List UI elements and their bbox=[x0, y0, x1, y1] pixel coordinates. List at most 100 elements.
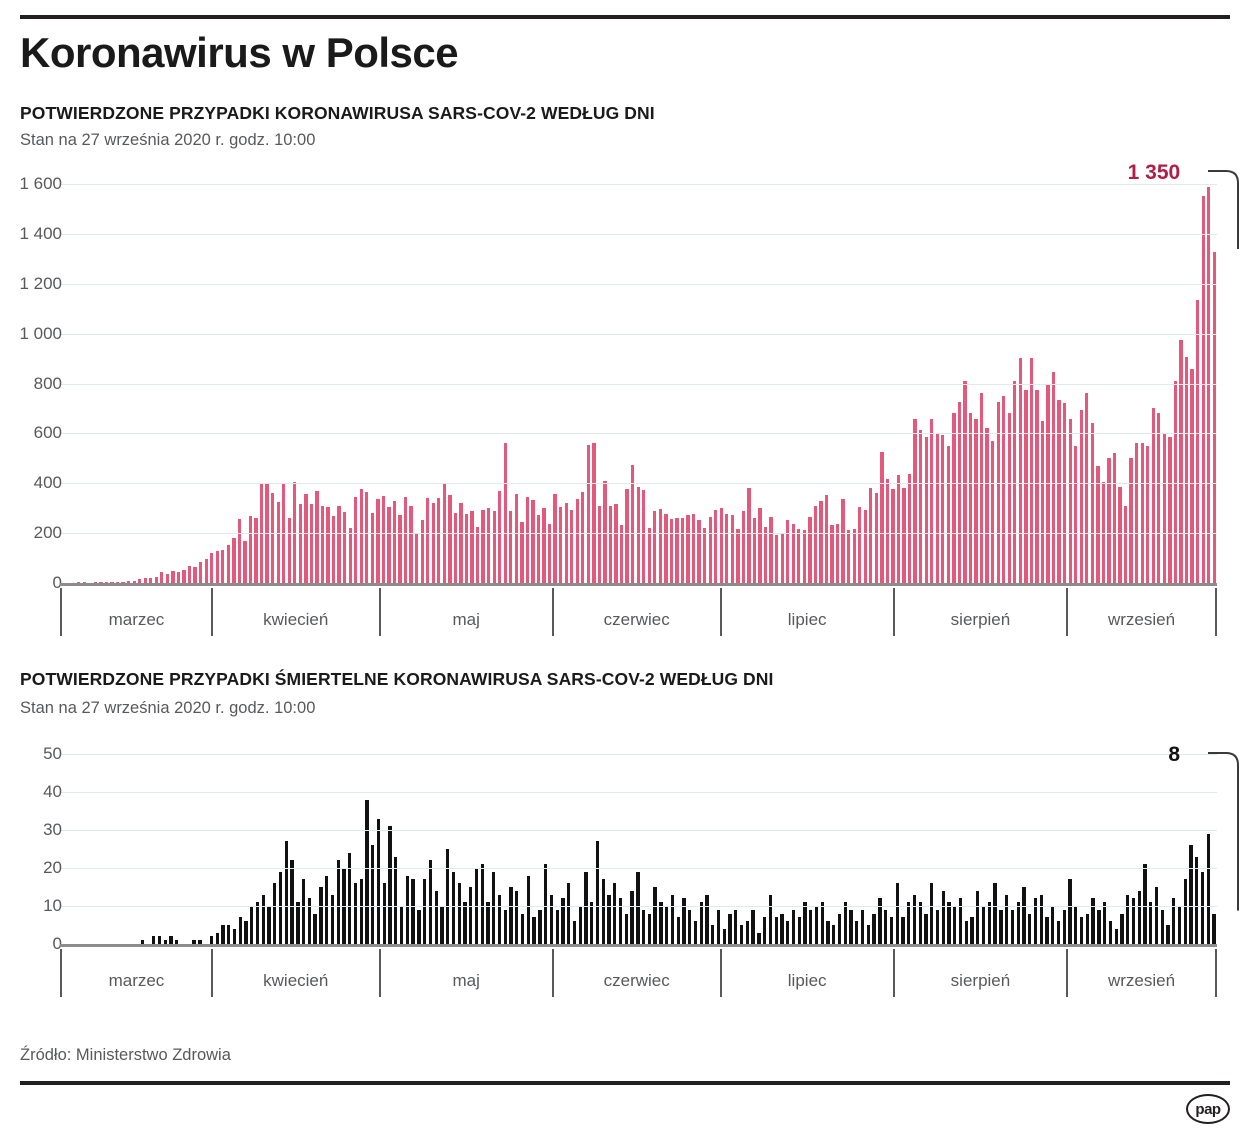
bar bbox=[1005, 894, 1009, 944]
bar bbox=[1114, 928, 1118, 944]
bar bbox=[858, 506, 862, 583]
y-axis-label: 0 bbox=[52, 573, 62, 592]
month-label: lipiec bbox=[787, 971, 827, 990]
month-label: wrzesień bbox=[1107, 971, 1176, 990]
bar bbox=[273, 883, 277, 944]
bar bbox=[780, 913, 784, 944]
bar bbox=[165, 574, 170, 583]
bar bbox=[636, 871, 640, 944]
bar bbox=[267, 906, 271, 944]
bar bbox=[664, 514, 668, 583]
bar bbox=[835, 524, 840, 583]
bar bbox=[215, 550, 219, 583]
bar bbox=[641, 909, 646, 944]
bar bbox=[797, 917, 801, 944]
month-label: sierpień bbox=[950, 971, 1011, 990]
bar bbox=[1140, 443, 1144, 583]
bar bbox=[693, 921, 698, 944]
bar bbox=[575, 498, 579, 583]
month-segment-wrzesień: wrzesień bbox=[1066, 949, 1217, 997]
cases-asof-text: Stan na 27 września 2020 r. godz. 10:00 bbox=[20, 131, 316, 149]
bar bbox=[365, 492, 369, 583]
bar bbox=[558, 506, 563, 583]
bar bbox=[669, 519, 674, 583]
bar bbox=[658, 508, 662, 583]
bar bbox=[1118, 487, 1122, 583]
bar bbox=[1123, 505, 1128, 583]
bar bbox=[1137, 890, 1141, 944]
bar bbox=[287, 517, 291, 583]
bar bbox=[320, 506, 325, 583]
bar bbox=[561, 898, 565, 944]
bar bbox=[503, 442, 507, 583]
bar bbox=[464, 513, 469, 583]
cases-baseline bbox=[60, 583, 1217, 586]
bar bbox=[276, 501, 280, 583]
bar bbox=[232, 538, 236, 583]
bar bbox=[1151, 407, 1155, 583]
bar bbox=[342, 512, 347, 583]
bar bbox=[855, 921, 859, 944]
bar bbox=[979, 393, 984, 583]
bar bbox=[422, 879, 427, 944]
bar bbox=[259, 483, 264, 583]
bar bbox=[182, 569, 186, 583]
bar bbox=[824, 494, 829, 583]
bar bbox=[1033, 898, 1038, 944]
bar bbox=[354, 497, 358, 583]
bar bbox=[832, 925, 836, 944]
bar bbox=[411, 879, 415, 944]
bar bbox=[475, 526, 480, 583]
bar bbox=[974, 418, 978, 583]
y-axis-label: 400 bbox=[33, 473, 62, 493]
bar bbox=[132, 580, 136, 583]
cases-bars bbox=[76, 184, 1217, 583]
bar bbox=[607, 894, 611, 944]
deaths-baseline bbox=[60, 944, 1217, 947]
cases-callout-leader bbox=[1208, 169, 1240, 250]
bar bbox=[913, 419, 917, 583]
month-label: sierpień bbox=[950, 610, 1011, 629]
bar bbox=[226, 544, 230, 583]
bar bbox=[895, 883, 899, 944]
month-segment-czerwiec: czerwiec bbox=[551, 588, 720, 636]
bar bbox=[143, 578, 147, 583]
y-axis-label: 40 bbox=[43, 782, 62, 801]
bar bbox=[849, 909, 853, 944]
bar bbox=[175, 940, 179, 944]
bar bbox=[768, 894, 773, 944]
bar bbox=[1057, 399, 1061, 583]
top-rule bbox=[20, 15, 1230, 19]
bar bbox=[99, 582, 103, 583]
bar bbox=[1207, 187, 1211, 583]
bar bbox=[326, 506, 330, 583]
deaths-callout-leader bbox=[1208, 751, 1240, 911]
bar bbox=[935, 909, 940, 944]
bar bbox=[387, 506, 391, 583]
bar bbox=[547, 524, 552, 583]
bar bbox=[1101, 481, 1106, 583]
bar bbox=[1024, 389, 1028, 583]
month-label: maj bbox=[452, 610, 480, 629]
bar bbox=[941, 434, 945, 583]
bar bbox=[198, 940, 202, 944]
bar bbox=[204, 559, 208, 583]
bar bbox=[736, 529, 740, 583]
bar bbox=[642, 490, 646, 583]
bar bbox=[1018, 357, 1023, 583]
bar bbox=[592, 443, 596, 583]
bar bbox=[739, 925, 744, 944]
gridline bbox=[60, 483, 1217, 485]
bar bbox=[453, 513, 458, 583]
bar bbox=[618, 898, 623, 944]
gridline bbox=[60, 333, 1217, 335]
bar bbox=[1045, 917, 1049, 944]
bar bbox=[1146, 445, 1150, 583]
bar bbox=[758, 507, 762, 583]
bar bbox=[514, 493, 518, 583]
bar bbox=[315, 490, 319, 583]
bar bbox=[691, 514, 696, 583]
bar bbox=[918, 902, 922, 944]
bar bbox=[531, 500, 535, 583]
bar bbox=[891, 488, 895, 583]
